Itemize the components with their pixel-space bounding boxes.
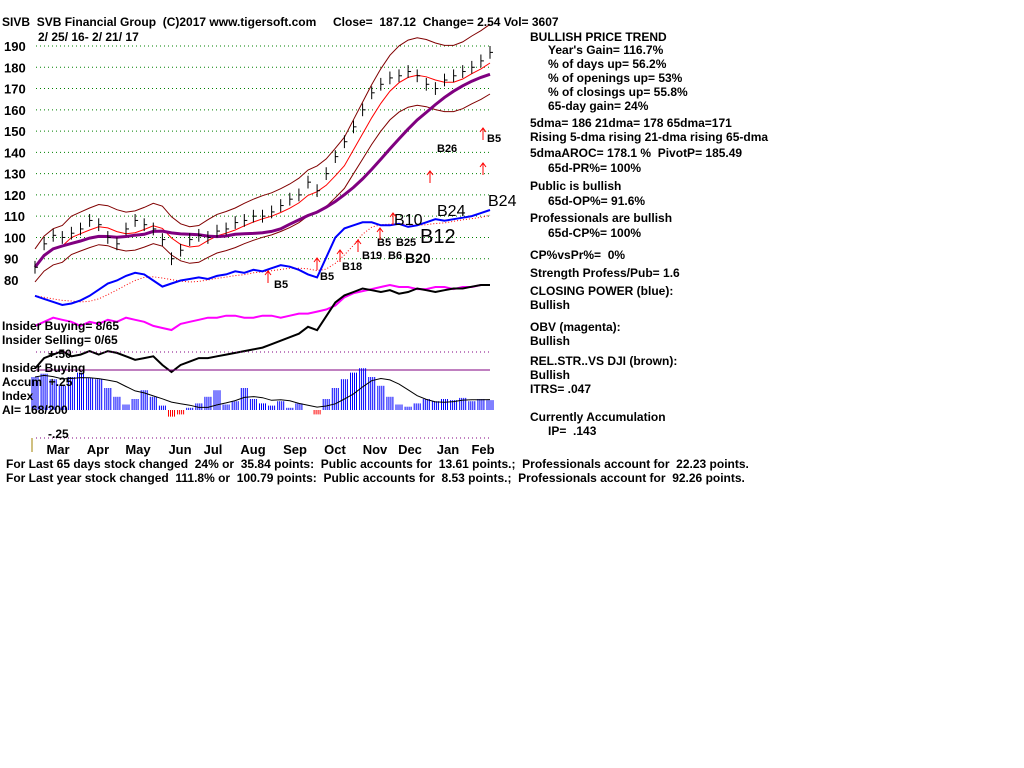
closing-power-state: Bullish [530, 298, 571, 312]
rel-strength-state: Bullish [530, 368, 571, 382]
ticker: SIVB [2, 15, 31, 29]
y-tick-label: 110 [4, 209, 25, 224]
insider-buying-line-label: Insider Buying [2, 361, 86, 375]
y-tick-label: 140 [4, 145, 26, 160]
y-tick-label: 120 [4, 188, 26, 203]
y-tick-label: 160 [4, 103, 26, 118]
closing-power-line [34, 209, 491, 307]
x-tick-label: Apr [87, 442, 109, 457]
accum-status: Currently Accumulation [530, 410, 666, 424]
rel-strength-line [34, 284, 490, 374]
y-tick-label: 100 [4, 230, 26, 245]
strength-ratio: Strength Profess/Pub= 1.6 [530, 266, 680, 280]
dma-values: 5dma= 186 21dma= 178 65dma=171 [530, 116, 732, 130]
signal-label: B25 [396, 237, 416, 249]
x-tick-label: Jun [168, 442, 191, 457]
index-label: Index [2, 389, 34, 403]
y-tick-label: 150 [4, 124, 26, 139]
lower-band [34, 93, 491, 283]
footer-65-days: For Last 65 days stock changed 24% or 35… [6, 457, 749, 471]
cp-vs-pr: CP%vsPr%= 0% [530, 248, 626, 262]
accum-ma [34, 374, 491, 408]
trend-title: BULLISH PRICE TREND [530, 30, 667, 44]
y-tick-label: 90 [4, 252, 18, 267]
year-gain: Year's Gain= 116.7% [548, 43, 664, 57]
level-plus-50: +.50 [48, 347, 72, 361]
signal-label: B6 [388, 250, 402, 262]
ma-65 [33, 72, 491, 269]
public-status: Public is bullish [530, 179, 622, 193]
x-tick-label: Mar [46, 442, 69, 457]
x-tick-label: Jan [437, 442, 459, 457]
days-up: % of days up= 56.2% [548, 57, 667, 71]
insider-selling-count: Insider Selling= 0/65 [2, 333, 118, 347]
signal-label: B5 [377, 237, 391, 249]
buy-arrow-icon [313, 257, 321, 270]
y-tick-label: 180 [4, 60, 26, 75]
signal-label: B5 [320, 271, 334, 283]
chart-header: SIVB SVB Financial Group (C)2017 www.tig… [2, 16, 559, 29]
x-tick-label: Nov [363, 442, 388, 457]
closings-up: % of closings up= 55.8% [548, 85, 688, 99]
buy-arrow-icon [389, 212, 397, 225]
insider-buying-count: Insider Buying= 8/65 [2, 319, 120, 333]
signal-label: B10 [394, 212, 423, 229]
aroc-pivot: 5dmaAROC= 178.1 % PivotP= 185.49 [530, 146, 743, 160]
buy-arrow-icon [264, 270, 272, 283]
ai-value: AI= 168/200 [2, 403, 68, 417]
buy-arrow-icon [426, 170, 434, 183]
buy-arrow-icon [479, 162, 487, 175]
gain-65: 65-day gain= 24% [548, 99, 649, 113]
ip-value: IP= .143 [548, 424, 597, 438]
signal-label: B19 [362, 250, 382, 262]
obv-line [34, 283, 490, 332]
signal-label: B5 [274, 279, 288, 291]
buy-arrow-icon [336, 249, 344, 262]
signal-label: B24 [437, 203, 466, 220]
x-tick-label: Dec [398, 442, 422, 457]
signal-label: B18 [342, 261, 362, 273]
level-minus-25: -.25 [48, 427, 69, 441]
x-tick-label: Sep [283, 442, 307, 457]
x-tick-label: Jul [204, 442, 223, 457]
signal-label: B24 [488, 193, 517, 210]
copyright: (C)2017 www.tigersoft.com [162, 15, 317, 29]
pr-65: 65d-PR%= 100% [548, 161, 642, 175]
upper-band [34, 23, 491, 250]
footer-last-year: For Last year stock changed 111.8% or 10… [6, 471, 745, 485]
signal-label: B26 [437, 143, 457, 155]
signal-label: B5 [487, 133, 501, 145]
obv-state: Bullish [530, 334, 571, 348]
close-value: Close= 187.12 [332, 15, 417, 29]
x-tick-label: May [125, 442, 151, 457]
signal-label: B20 [405, 250, 431, 266]
openings-up: % of openings up= 53% [548, 71, 683, 85]
x-tick-label: Aug [240, 442, 265, 457]
rising-status: Rising 5-dma rising 21-dma rising 65-dma [530, 130, 769, 144]
change-value: Change= 2.54 [422, 15, 501, 29]
x-tick-label: Oct [324, 442, 346, 457]
buy-arrow-icon [376, 227, 384, 240]
rel-strength-title: REL.STR..VS DJI (brown): [530, 354, 678, 368]
company-name: SVB Financial Group [36, 15, 157, 29]
signal-label: B12 [420, 226, 456, 248]
volume-value: Vol= 3607 [503, 15, 559, 29]
obv-title: OBV (magenta): [530, 320, 621, 334]
closing-power-title: CLOSING POWER (blue): [530, 284, 674, 298]
date-range: 2/ 25/ 16- 2/ 21/ 17 [38, 30, 139, 44]
y-tick-label: 80 [4, 273, 18, 288]
op-65: 65d-OP%= 91.6% [548, 194, 646, 208]
buy-arrow-icon [354, 239, 362, 252]
y-tick-label: 130 [4, 167, 26, 182]
x-tick-label: Feb [471, 442, 494, 457]
y-tick-label: 170 [4, 82, 26, 97]
pros-status: Professionals are bullish [530, 211, 673, 225]
cp-65: 65d-CP%= 100% [548, 226, 642, 240]
y-tick-label: 190 [4, 39, 26, 54]
buy-arrow-icon [479, 127, 487, 140]
itrs-value: ITRS= .047 [530, 382, 592, 396]
accum-label: Accum +.25 [2, 375, 73, 389]
